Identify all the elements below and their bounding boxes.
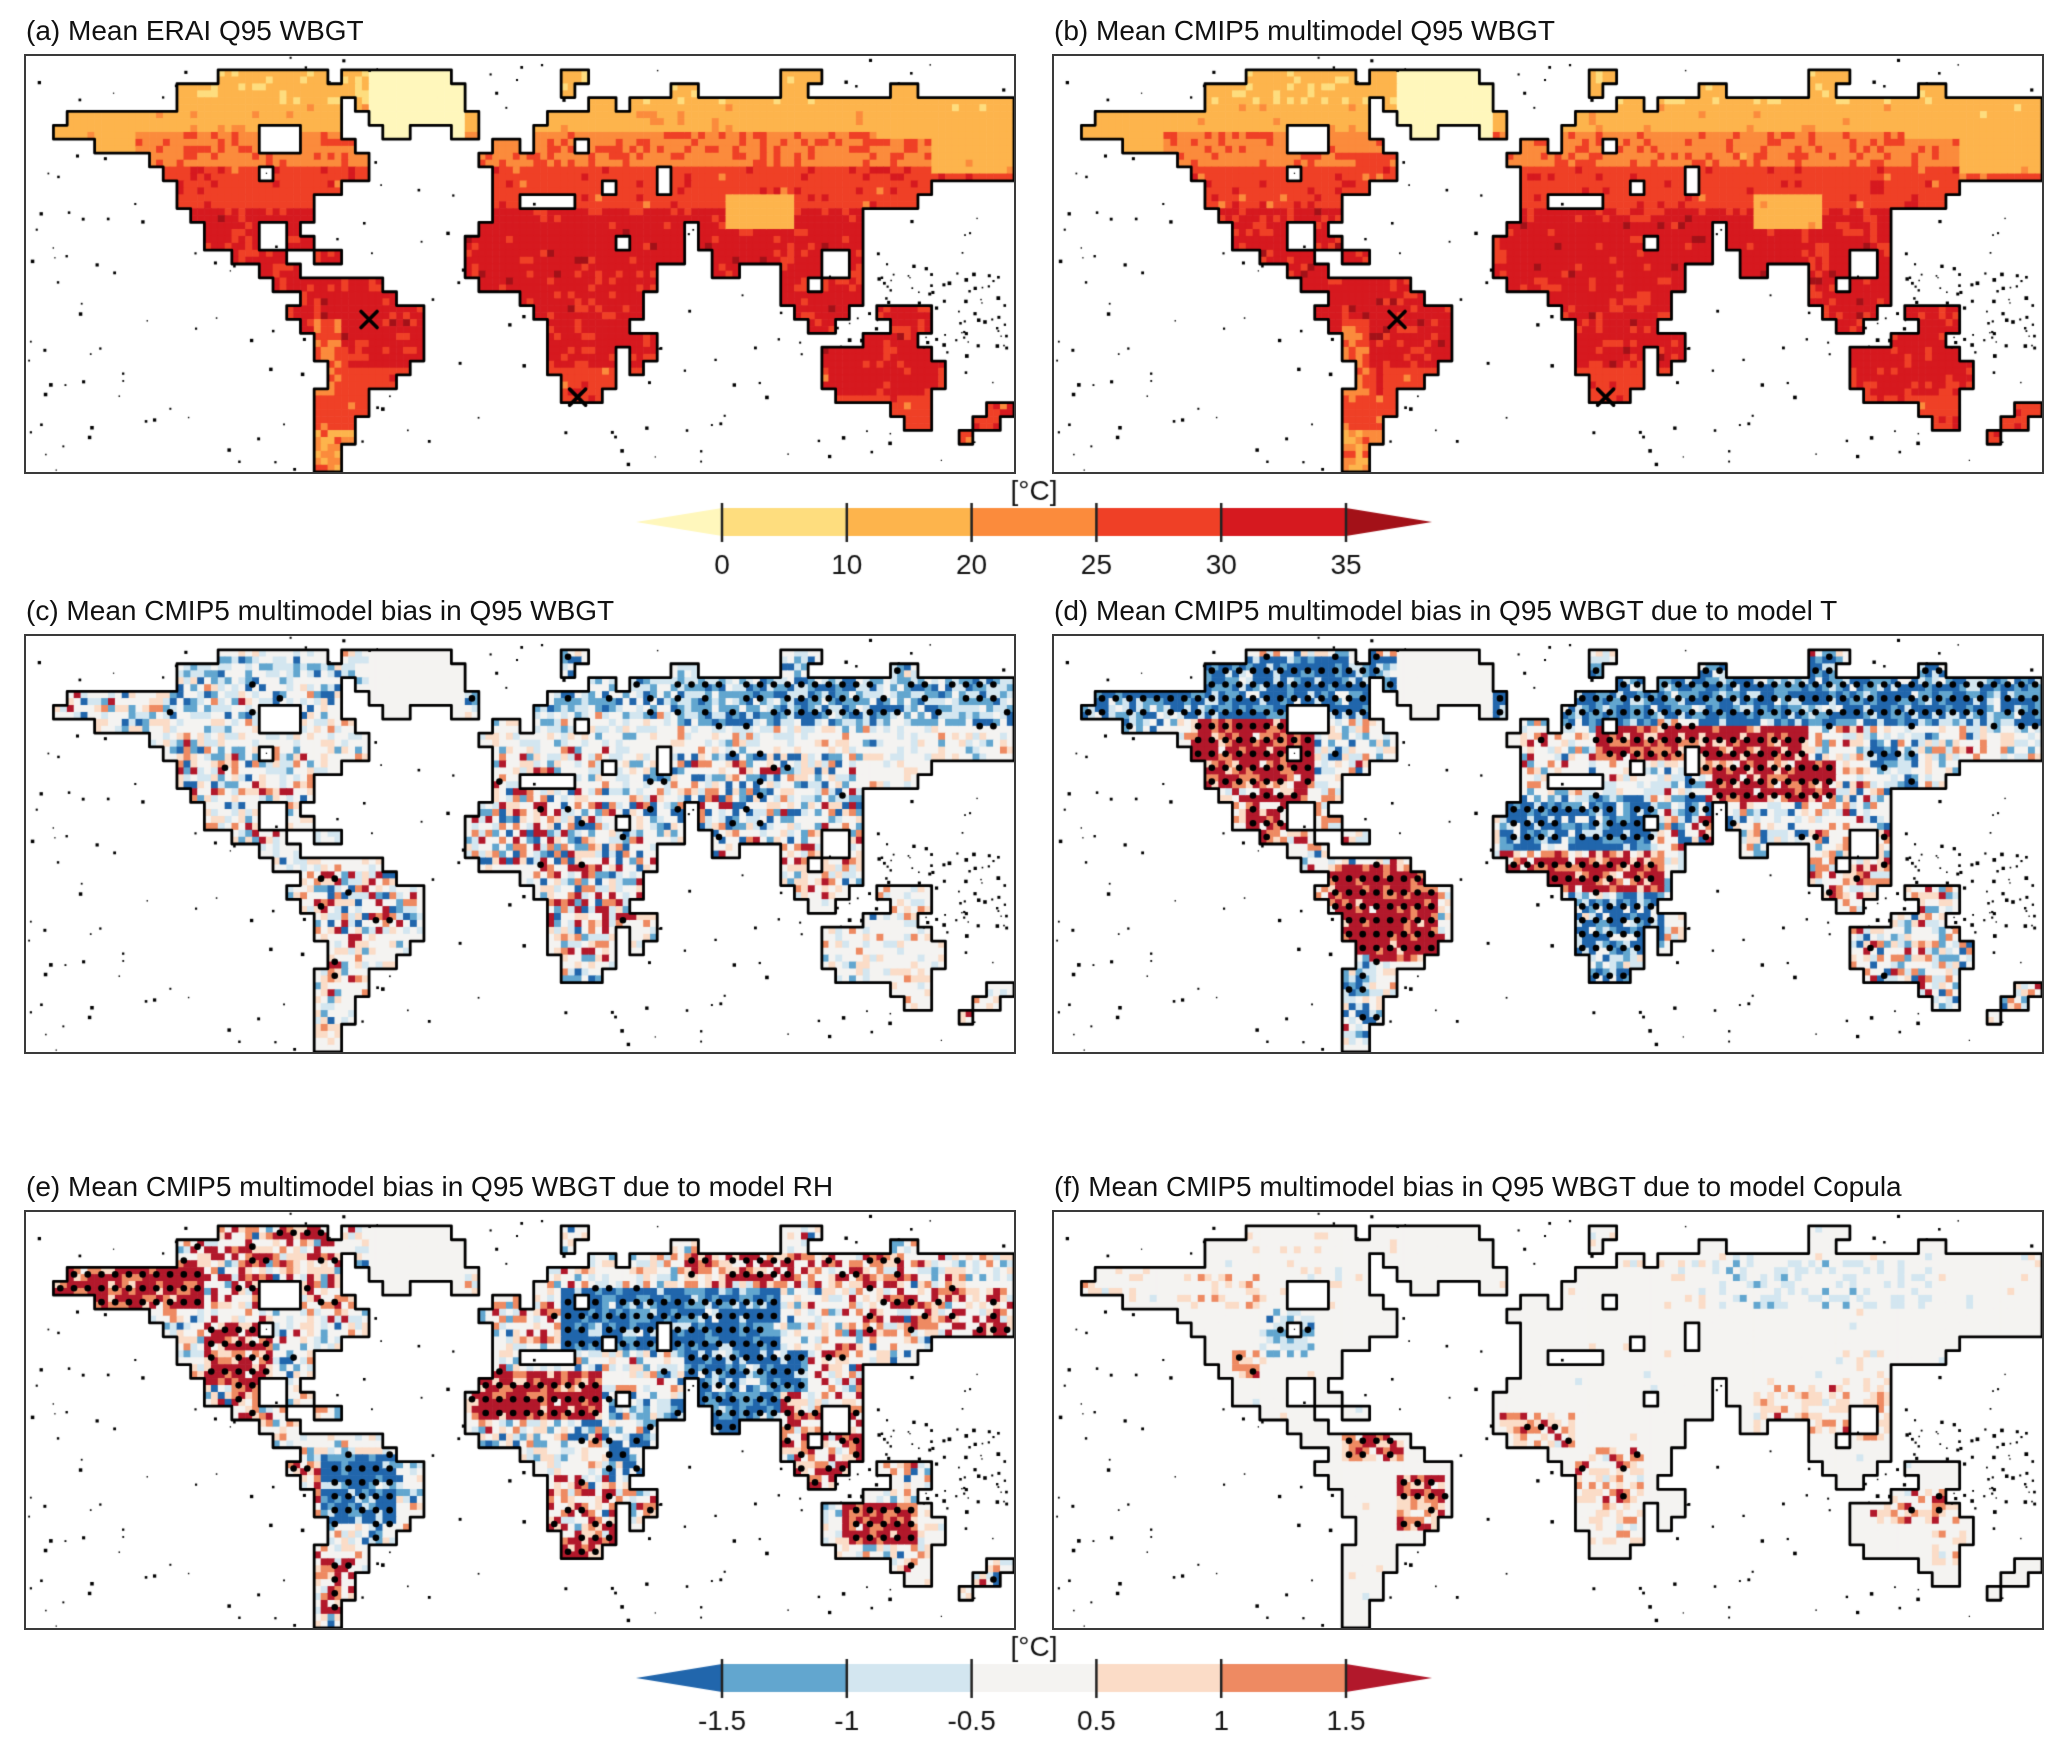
panel-d: (d) Mean CMIP5 multimodel bias in Q95 WB… [1052,586,2044,1054]
panel-e-title: (e) Mean CMIP5 multimodel bias in Q95 WB… [26,1171,834,1202]
map-canvas-b [1052,54,2044,474]
panel-b-title: (b) Mean CMIP5 multimodel Q95 WBGT [1054,15,1556,46]
panel-a: (a) Mean ERAI Q95 WBGT [24,6,1016,474]
panel-f: (f) Mean CMIP5 multimodel bias in Q95 WB… [1052,1162,2044,1630]
panel-c: (c) Mean CMIP5 multimodel bias in Q95 WB… [24,586,1016,1054]
map-canvas-a [24,54,1016,474]
row-3: (e) Mean CMIP5 multimodel bias in Q95 WB… [24,1162,2067,1630]
colorbar-row-bias [24,1634,2044,1740]
panel-b: (b) Mean CMIP5 multimodel Q95 WBGT [1052,6,2044,474]
map-canvas-d [1052,634,2044,1054]
panel-d-title: (d) Mean CMIP5 multimodel bias in Q95 WB… [1054,595,1838,626]
colorbar-bias [604,1634,1464,1740]
row-2: (c) Mean CMIP5 multimodel bias in Q95 WB… [24,586,2067,1054]
panel-f-title: (f) Mean CMIP5 multimodel bias in Q95 WB… [1054,1171,1902,1202]
map-canvas-c [24,634,1016,1054]
map-canvas-e [24,1210,1016,1630]
panel-e: (e) Mean CMIP5 multimodel bias in Q95 WB… [24,1162,1016,1630]
colorbar-wbgt [604,478,1464,584]
row-gap [24,1054,2067,1162]
colorbar-row-wbgt [24,478,2044,584]
panel-a-title: (a) Mean ERAI Q95 WBGT [26,15,364,46]
panel-c-title: (c) Mean CMIP5 multimodel bias in Q95 WB… [26,595,615,626]
map-canvas-f [1052,1210,2044,1630]
row-1: (a) Mean ERAI Q95 WBGT (b) Mean CMIP5 mu… [24,6,2067,474]
